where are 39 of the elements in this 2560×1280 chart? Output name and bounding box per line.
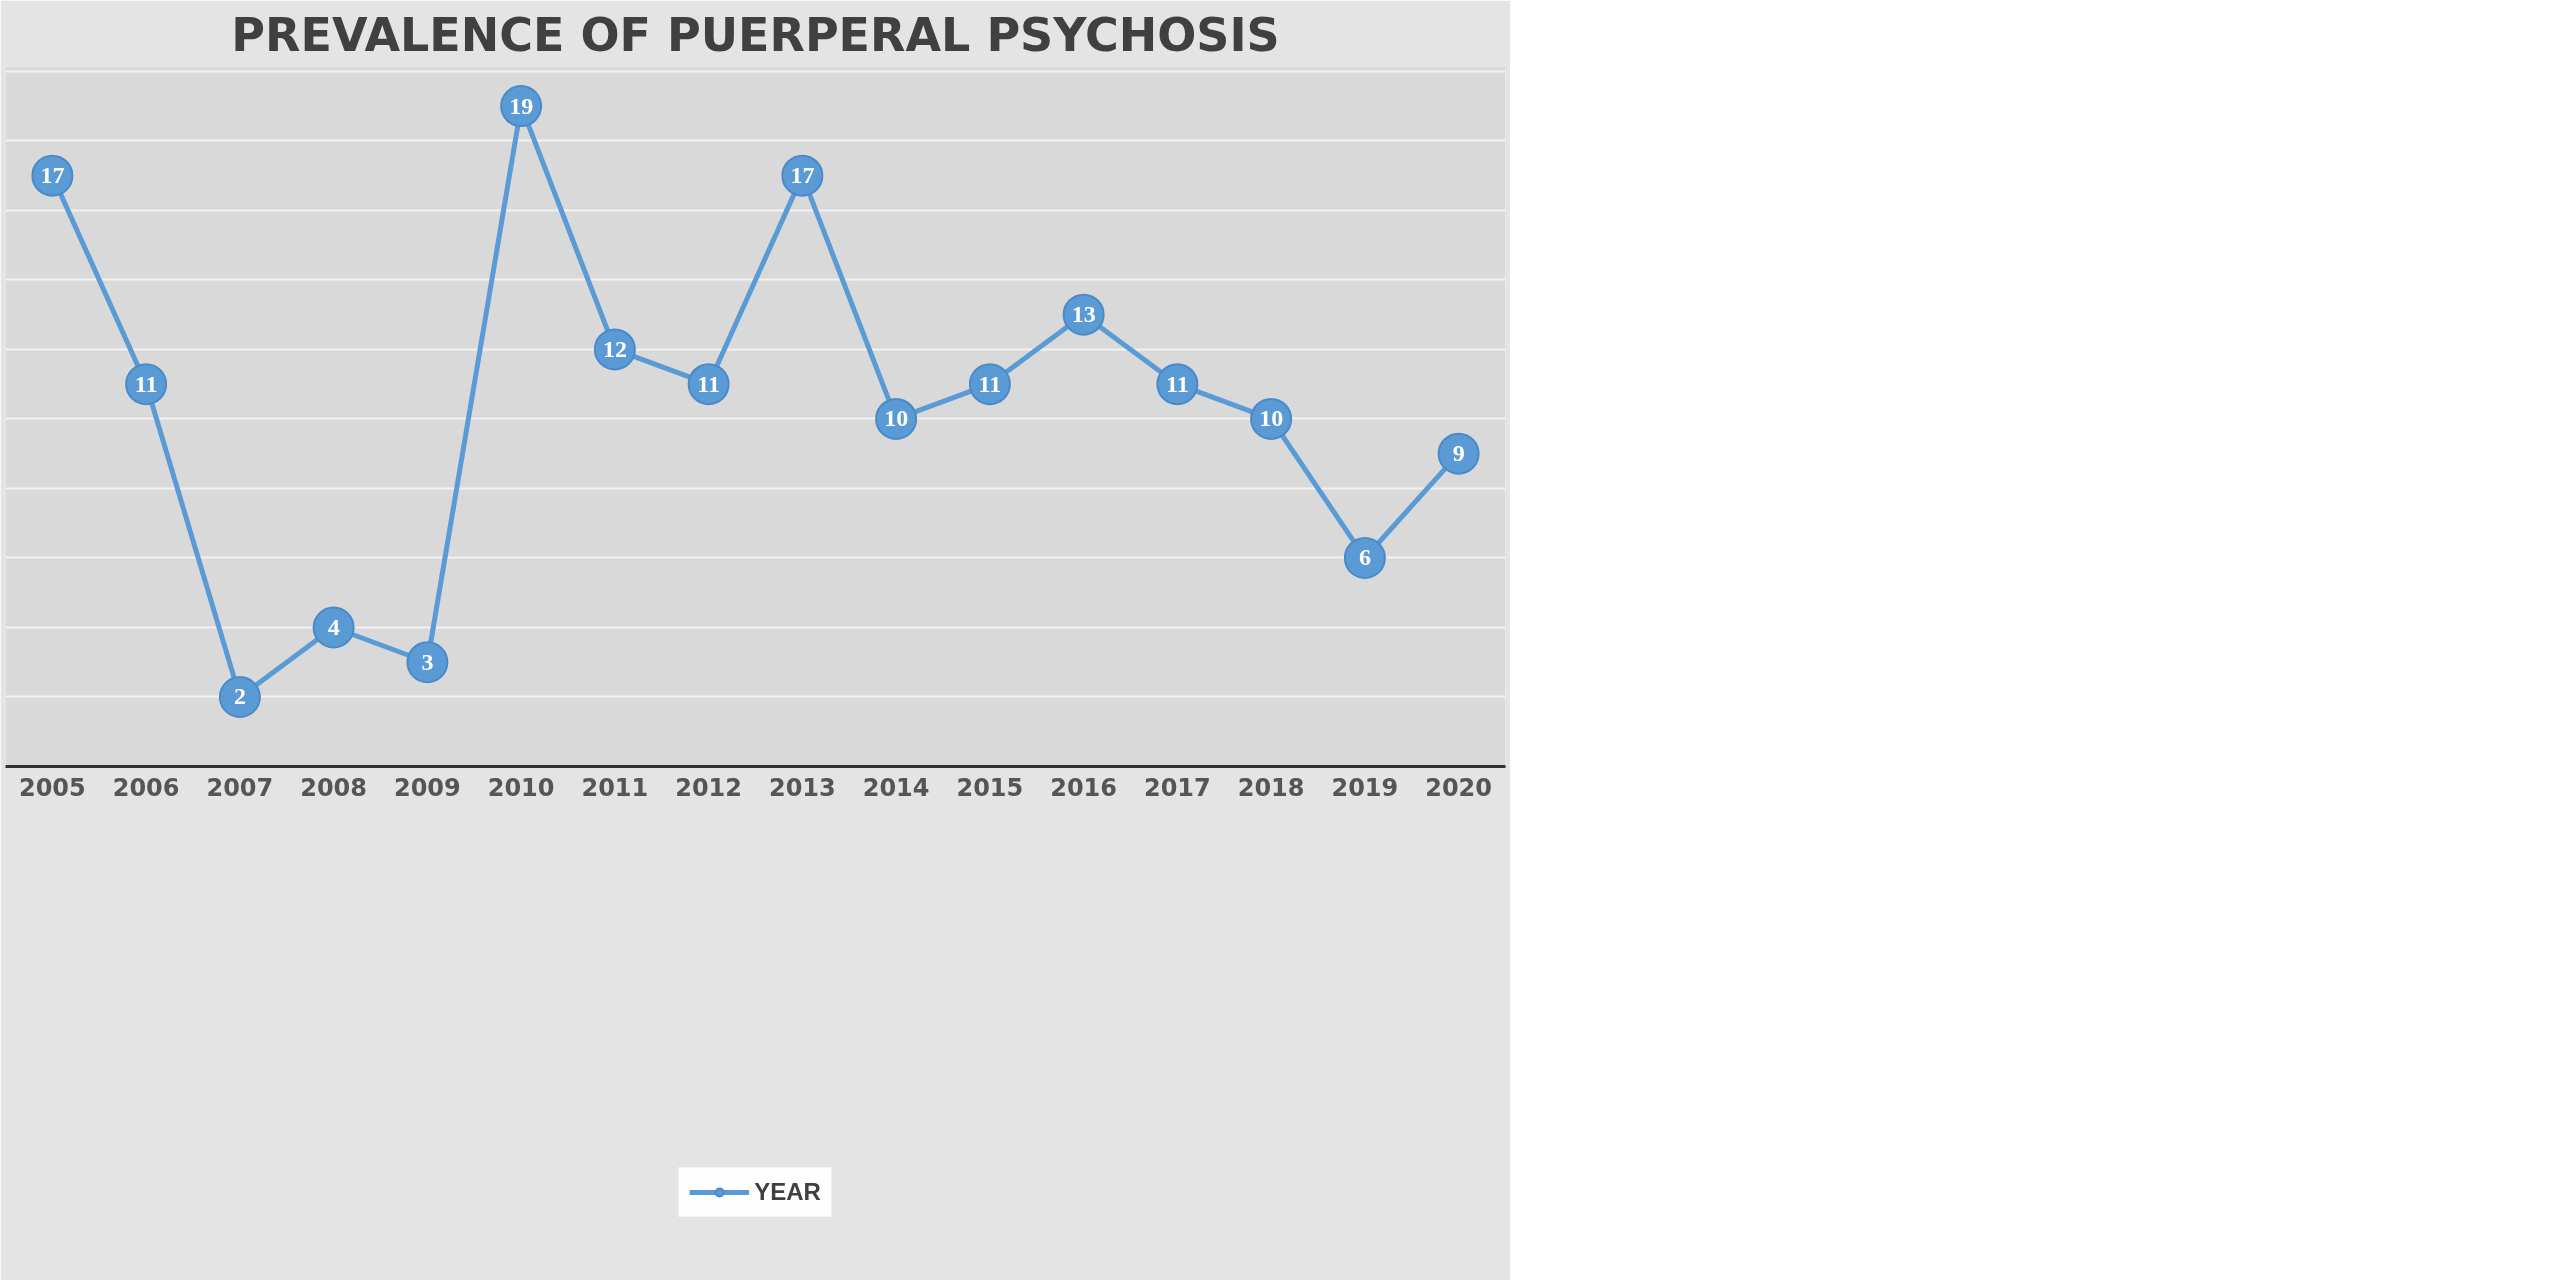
x-tick-label: 2011 — [581, 773, 649, 802]
point — [312, 606, 355, 649]
x-tick-label: 2015 — [956, 773, 1024, 802]
data-label: 4 — [327, 613, 340, 640]
point — [1343, 537, 1386, 579]
data-label: 10 — [1259, 405, 1284, 432]
x-tick-label: 2005 — [18, 773, 86, 802]
x-tick-label: 2016 — [1050, 773, 1118, 802]
point — [1437, 432, 1480, 475]
chart-title: PREVALENCE OF PUERPERAL PSYCHOSIS — [231, 7, 1280, 62]
data-label: 17 — [790, 162, 815, 189]
data-label: 10 — [884, 405, 909, 432]
data-label: 2 — [233, 683, 246, 710]
legend-label: YEAR — [754, 1178, 821, 1206]
data-label: 11 — [1166, 370, 1189, 397]
x-tick-label: 2019 — [1331, 773, 1399, 802]
x-tick-label: 2014 — [862, 773, 930, 802]
x-tick-label: 2012 — [675, 773, 743, 802]
data-label: 9 — [1452, 440, 1465, 467]
x-tick-label: 2020 — [1425, 773, 1493, 802]
x-tick-label: 2013 — [768, 773, 836, 802]
data-label: 13 — [1071, 301, 1096, 328]
data-label: 11 — [697, 370, 720, 397]
x-tick-label: 2007 — [206, 773, 274, 802]
x-tick-label: 2018 — [1237, 773, 1305, 802]
point — [218, 676, 261, 718]
x-tick-label: 2017 — [1143, 773, 1211, 802]
x-tick-label: 2006 — [112, 773, 180, 802]
point — [406, 641, 449, 684]
data-label: 11 — [978, 370, 1002, 397]
data-label: 17 — [40, 162, 65, 189]
x-tick-label: 2008 — [300, 773, 368, 802]
data-label: 12 — [602, 335, 627, 362]
x-tick-label: 2009 — [393, 773, 461, 802]
data-label: 6 — [1358, 544, 1371, 571]
x-tick-label: 2010 — [487, 773, 555, 802]
data-label: 3 — [421, 648, 434, 675]
data-label: 11 — [134, 370, 158, 397]
data-label: 19 — [509, 92, 534, 119]
